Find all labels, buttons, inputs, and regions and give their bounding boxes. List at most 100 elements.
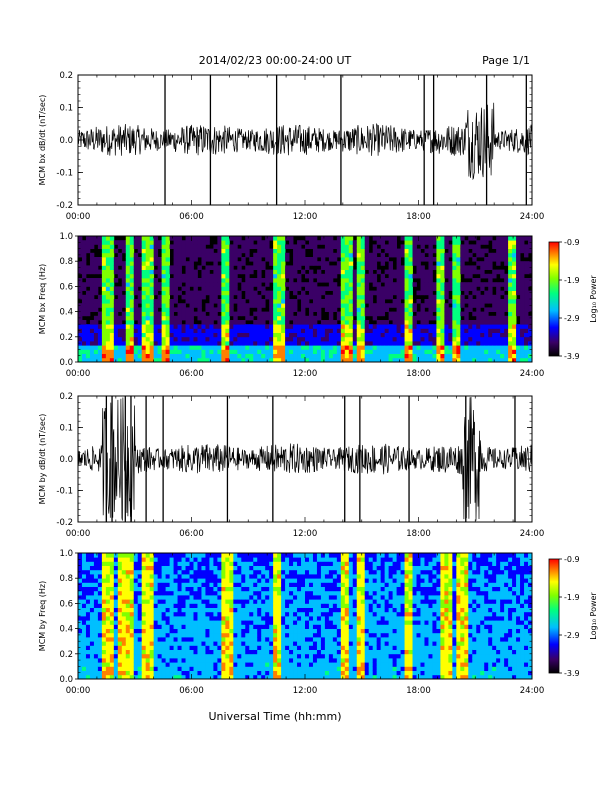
spectrogram-cell: [305, 320, 310, 325]
spectrogram-cell: [165, 252, 170, 258]
spectrogram-cell: [388, 324, 394, 329]
spectrogram-cell: [181, 611, 186, 617]
spectrogram-cell: [512, 311, 517, 317]
spectrogram-cell: [81, 328, 87, 333]
spectrogram-cell: [404, 345, 409, 350]
spectrogram-cell: [213, 662, 218, 667]
spectrogram-cell: [97, 278, 103, 283]
spectrogram-cell: [472, 303, 477, 308]
spectrogram-cell: [308, 269, 314, 275]
spectrogram-cell: [173, 611, 178, 617]
spectrogram-cell: [452, 336, 457, 342]
spectrogram-cell: [93, 641, 99, 646]
spectrogram-cell: [480, 299, 485, 304]
spectrogram-cell: [177, 624, 182, 629]
spectrogram-cell: [197, 670, 202, 676]
spectrogram-cell: [460, 357, 465, 363]
spectrogram-cell: [308, 328, 314, 333]
spectrogram-cell: [320, 345, 326, 350]
spectrogram-cell: [205, 569, 210, 575]
spectrogram-cell: [356, 265, 362, 270]
spectrogram-cell: [273, 294, 278, 300]
spectrogram-cell: [201, 278, 206, 283]
spectrogram-cell: [137, 586, 143, 592]
spectrogram-cell: [420, 357, 425, 363]
spectrogram-cell: [141, 624, 147, 629]
spectrogram-cell: [217, 590, 222, 596]
spectrogram-cell: [356, 294, 362, 300]
spectrogram-cell: [209, 624, 214, 629]
spectrogram-cell: [78, 561, 83, 566]
spectrogram-cell: [213, 315, 218, 321]
spectrogram-cell: [424, 345, 429, 350]
spectrogram-cell: [233, 324, 238, 329]
spectrogram-cell: [201, 561, 206, 566]
spectrogram-cell: [165, 666, 170, 671]
spectrogram-cell: [145, 607, 151, 613]
spectrogram-cell: [221, 582, 226, 587]
spectrogram-cell: [285, 649, 290, 655]
spectrogram-cell: [496, 303, 501, 308]
spectrogram-cell: [500, 353, 505, 359]
spectrogram-cell: [165, 282, 170, 287]
spectrogram-cell: [101, 628, 107, 634]
spectrogram-cell: [277, 637, 282, 642]
spectrogram-cell: [97, 315, 103, 321]
spectrogram-cell: [528, 349, 533, 354]
spectrogram-cell: [233, 595, 238, 600]
spectrogram-cell: [225, 565, 230, 571]
spectrogram-cell: [480, 328, 485, 333]
spectrogram-cell: [368, 278, 374, 283]
spectrogram-cell: [444, 307, 449, 312]
spectrogram-cell: [145, 574, 151, 579]
spectrogram-cell: [253, 345, 258, 350]
spectrogram-cell: [444, 265, 449, 270]
spectrogram-cell: [237, 649, 242, 655]
spectrogram-cell: [101, 582, 107, 587]
spectrogram-cell: [452, 282, 457, 287]
spectrogram-cell: [293, 261, 298, 266]
spectrogram-cell: [213, 620, 218, 625]
spectrogram-cell: [320, 336, 326, 342]
spectrogram-cell: [221, 637, 226, 642]
spectrogram-cell: [89, 611, 95, 617]
spectrogram-cell: [492, 257, 497, 262]
spectrogram-cell: [524, 282, 529, 287]
spectrogram-cell: [261, 332, 266, 338]
spectrogram-cell: [420, 252, 425, 258]
spectrogram-cell: [308, 257, 314, 262]
spectrogram-cell: [129, 357, 135, 363]
spectrogram-cell: [472, 357, 477, 363]
spectrogram-cell: [125, 590, 131, 596]
spectrogram-cell: [161, 332, 167, 338]
spectrogram-cell: [308, 294, 314, 300]
spectrogram-cell: [269, 307, 274, 312]
spectrogram-cell: [221, 257, 226, 262]
spectrogram-cell: [209, 303, 214, 308]
spectrogram-cell: [444, 273, 449, 279]
spectrogram-cell: [289, 582, 294, 587]
spectrogram-cell: [125, 666, 131, 671]
spectrogram-cell: [201, 261, 206, 266]
spectrogram-cell: [165, 248, 170, 254]
spectrogram-cell: [468, 324, 473, 329]
spectrogram-cell: [388, 240, 394, 245]
spectrogram-cell: [277, 244, 282, 249]
spectrogram-cell: [428, 252, 433, 258]
spectrogram-cell: [289, 569, 294, 575]
spectrogram-cell: [209, 616, 214, 621]
spectrogram-cell: [512, 273, 517, 279]
spectrogram-cell: [508, 252, 513, 258]
spectrogram-cell: [277, 649, 282, 655]
spectrogram-cell: [408, 307, 413, 312]
spectrogram-cell: [85, 236, 91, 241]
spectrogram-cell: [368, 261, 374, 266]
spectrogram-cell: [416, 341, 421, 346]
spectrogram-cell: [121, 244, 127, 249]
spectrogram-cell: [217, 645, 222, 650]
spectrogram-cell: [113, 574, 119, 579]
spectrogram-cell: [360, 328, 366, 333]
spectrogram-cell: [324, 341, 330, 346]
spectrogram-cell: [285, 332, 290, 338]
spectrogram-cell: [85, 632, 91, 638]
